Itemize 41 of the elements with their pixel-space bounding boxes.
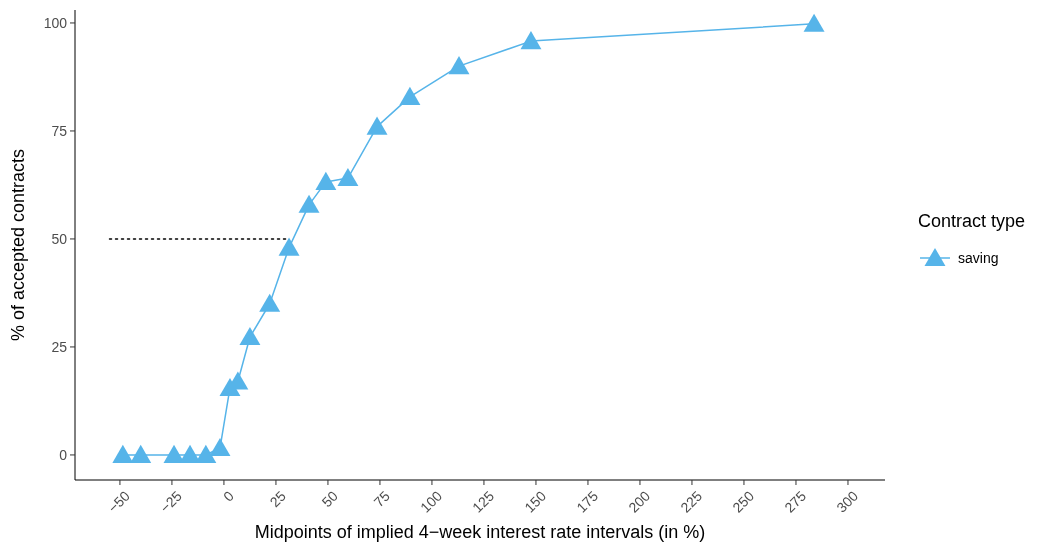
legend-label: saving	[958, 249, 999, 266]
y-tick-label: 100	[43, 14, 68, 31]
point	[520, 31, 542, 50]
y-tick-label: 0	[59, 446, 68, 463]
x-tick-label: 300	[833, 487, 862, 516]
x-tick-label: 275	[781, 487, 810, 516]
x-tick-label: 75	[370, 487, 394, 511]
point	[179, 444, 201, 463]
x-axis-title: Midpoints of implied 4−week interest rate intervals (in %)	[254, 522, 706, 542]
point	[448, 56, 470, 75]
legend-title: Contract type	[918, 211, 1026, 231]
y-tick-label: 50	[51, 230, 68, 247]
point	[239, 326, 261, 346]
point	[366, 116, 388, 135]
point	[195, 444, 217, 463]
point	[337, 167, 359, 187]
x-tick-label: 100	[417, 487, 446, 516]
x-tick-label: 50	[318, 487, 342, 511]
point	[130, 444, 152, 463]
point	[803, 13, 825, 32]
point	[298, 194, 320, 213]
x-tick-label: −50	[104, 487, 134, 516]
point	[112, 444, 134, 463]
point	[399, 86, 421, 105]
x-tick-label: −25	[156, 487, 186, 516]
point	[259, 293, 281, 312]
y-axis-title: % of accepted contracts	[8, 148, 28, 342]
x-tick-label: 200	[625, 487, 654, 516]
x-tick-label: 0	[220, 487, 238, 505]
x-tick-label: 125	[469, 487, 498, 516]
x-tick-label: 175	[573, 487, 602, 516]
x-tick-label: 250	[729, 487, 758, 516]
point	[209, 437, 231, 457]
x-tick-label: 25	[266, 487, 290, 511]
point	[278, 237, 300, 256]
x-tick-label: 225	[677, 487, 706, 516]
x-tick-label: 150	[521, 487, 550, 516]
y-tick-label: 75	[51, 122, 68, 139]
point	[163, 444, 185, 463]
y-tick-label: 25	[51, 338, 68, 355]
point	[315, 171, 337, 190]
